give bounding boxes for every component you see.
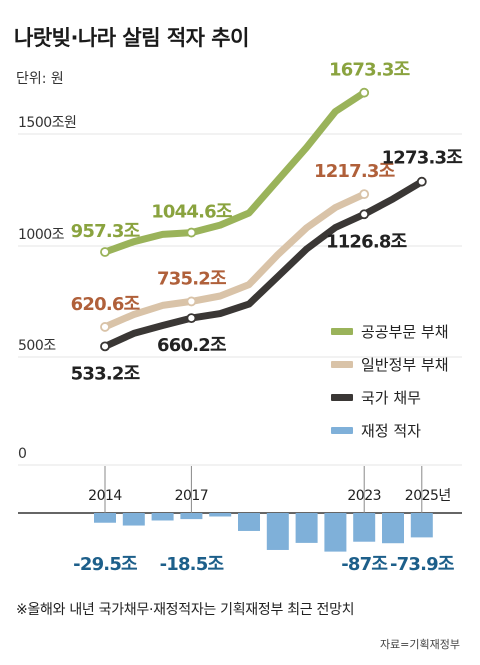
deficit-bar-2014: [94, 513, 116, 523]
value-label-national-debt-2014: 533.2조: [71, 363, 140, 384]
deficit-bar-2016: [151, 513, 174, 521]
legend-item-public-debt: 공공부문 부채: [331, 315, 449, 348]
unit-label: 단위: 원: [16, 71, 64, 87]
value-label-general-gov-debt-2014: 620.6조: [71, 294, 140, 315]
point-national-debt-2017: [186, 313, 197, 324]
chart-title: 나랏빚·나라 살림 적자 추이: [14, 26, 249, 50]
value-labels: 957.3조 1044.6조 1673.3조 620.6조 735.2조 1217.3조 5…: [71, 60, 463, 575]
footnote: ※올해와 내년 국가채무·재정적자는 기획재정부 최근 전망치: [16, 602, 355, 618]
x-tick-label-2023: 2023: [347, 488, 381, 504]
deficit-bar-2018: [209, 513, 232, 517]
legend-item-general-gov-debt: 일반정부 부채: [331, 348, 449, 381]
value-label-national-debt-2017: 660.2조: [157, 335, 226, 356]
point-national-debt-2025: [416, 176, 427, 187]
point-national-debt-2023: [359, 209, 370, 220]
y-tick-label-500: 500조: [18, 338, 56, 354]
legend-swatch-fiscal-deficit: [331, 427, 353, 434]
value-label-national-debt-2023: 1126.8조: [326, 231, 407, 252]
line-national-debt: [101, 178, 426, 350]
legend-swatch-general-gov-debt: [331, 361, 353, 368]
y-tick-label-1500: 1500조원: [18, 115, 76, 131]
legend: 공공부문 부채 일반정부 부채 국가 채무 재정 적자: [331, 315, 449, 447]
x-axis: 2014 2017 2023 2025년: [18, 466, 462, 514]
y-tick-label-1000: 1000조: [18, 227, 65, 243]
legend-label-public-debt: 공공부문 부채: [361, 323, 449, 341]
point-public-debt-2014: [100, 247, 110, 257]
value-label-public-debt-2014: 957.3조: [71, 221, 140, 242]
value-label-public-debt-2017: 1044.6조: [151, 202, 232, 223]
deficit-bar-2022: [324, 513, 347, 552]
point-public-debt-2023: [359, 87, 370, 98]
point-general-gov-debt-2014: [100, 322, 110, 332]
debt-lines: [100, 87, 427, 352]
deficit-bar-2020: [266, 513, 289, 550]
value-label-general-gov-debt-2017: 735.2조: [157, 268, 226, 289]
deficit-bar-2017: [180, 513, 203, 520]
y-tick-label-0: 0: [18, 446, 26, 462]
value-label-general-gov-debt-2023: 1217.3조: [314, 161, 395, 182]
deficit-bar-2019: [238, 513, 260, 531]
point-public-debt-2017: [186, 227, 197, 238]
legend-swatch-national-debt: [331, 394, 353, 401]
legend-label-national-debt: 국가 채무: [361, 389, 421, 407]
value-label-fiscal-deficit-2014: -29.5조: [73, 554, 137, 575]
value-label-fiscal-deficit-2017: -18.5조: [160, 554, 224, 575]
value-label-public-debt-2023: 1673.3조: [329, 60, 410, 81]
y-gridlines: 0 500조 1000조 1500조원: [18, 115, 462, 466]
deficit-bars: [94, 513, 433, 552]
deficit-bar-2024: [382, 513, 404, 544]
deficit-bar-2023: [353, 513, 376, 542]
chart-svg: 0 500조 1000조 1500조원 2014 2017 2023 2025년 957.3…: [18, 60, 463, 575]
value-label-fiscal-deficit-2023: -87조: [341, 554, 387, 575]
line-general-gov-debt: [101, 190, 368, 331]
point-national-debt-2014: [100, 341, 110, 352]
point-general-gov-debt-2023: [359, 189, 370, 200]
x-tick-label-2017: 2017: [175, 488, 209, 504]
legend-label-general-gov-debt: 일반정부 부채: [361, 356, 449, 374]
legend-label-fiscal-deficit: 재정 적자: [361, 422, 421, 440]
line-public-debt: [101, 89, 368, 256]
legend-item-national-debt: 국가 채무: [331, 381, 449, 414]
legend-swatch-public-debt: [331, 328, 353, 335]
deficit-bar-2025: [410, 513, 433, 538]
point-general-gov-debt-2017: [186, 296, 197, 307]
value-label-fiscal-deficit-2025: -73.9조: [390, 554, 454, 575]
legend-item-fiscal-deficit: 재정 적자: [331, 414, 449, 447]
x-tick-label-2025: 2025년: [405, 488, 451, 504]
deficit-bar-2015: [122, 513, 145, 526]
source-label: 자료=기획재정부: [379, 638, 460, 651]
value-label-national-debt-2025: 1273.3조: [382, 148, 463, 169]
deficit-bar-2021: [295, 513, 318, 543]
x-tick-label-2014: 2014: [88, 488, 122, 504]
